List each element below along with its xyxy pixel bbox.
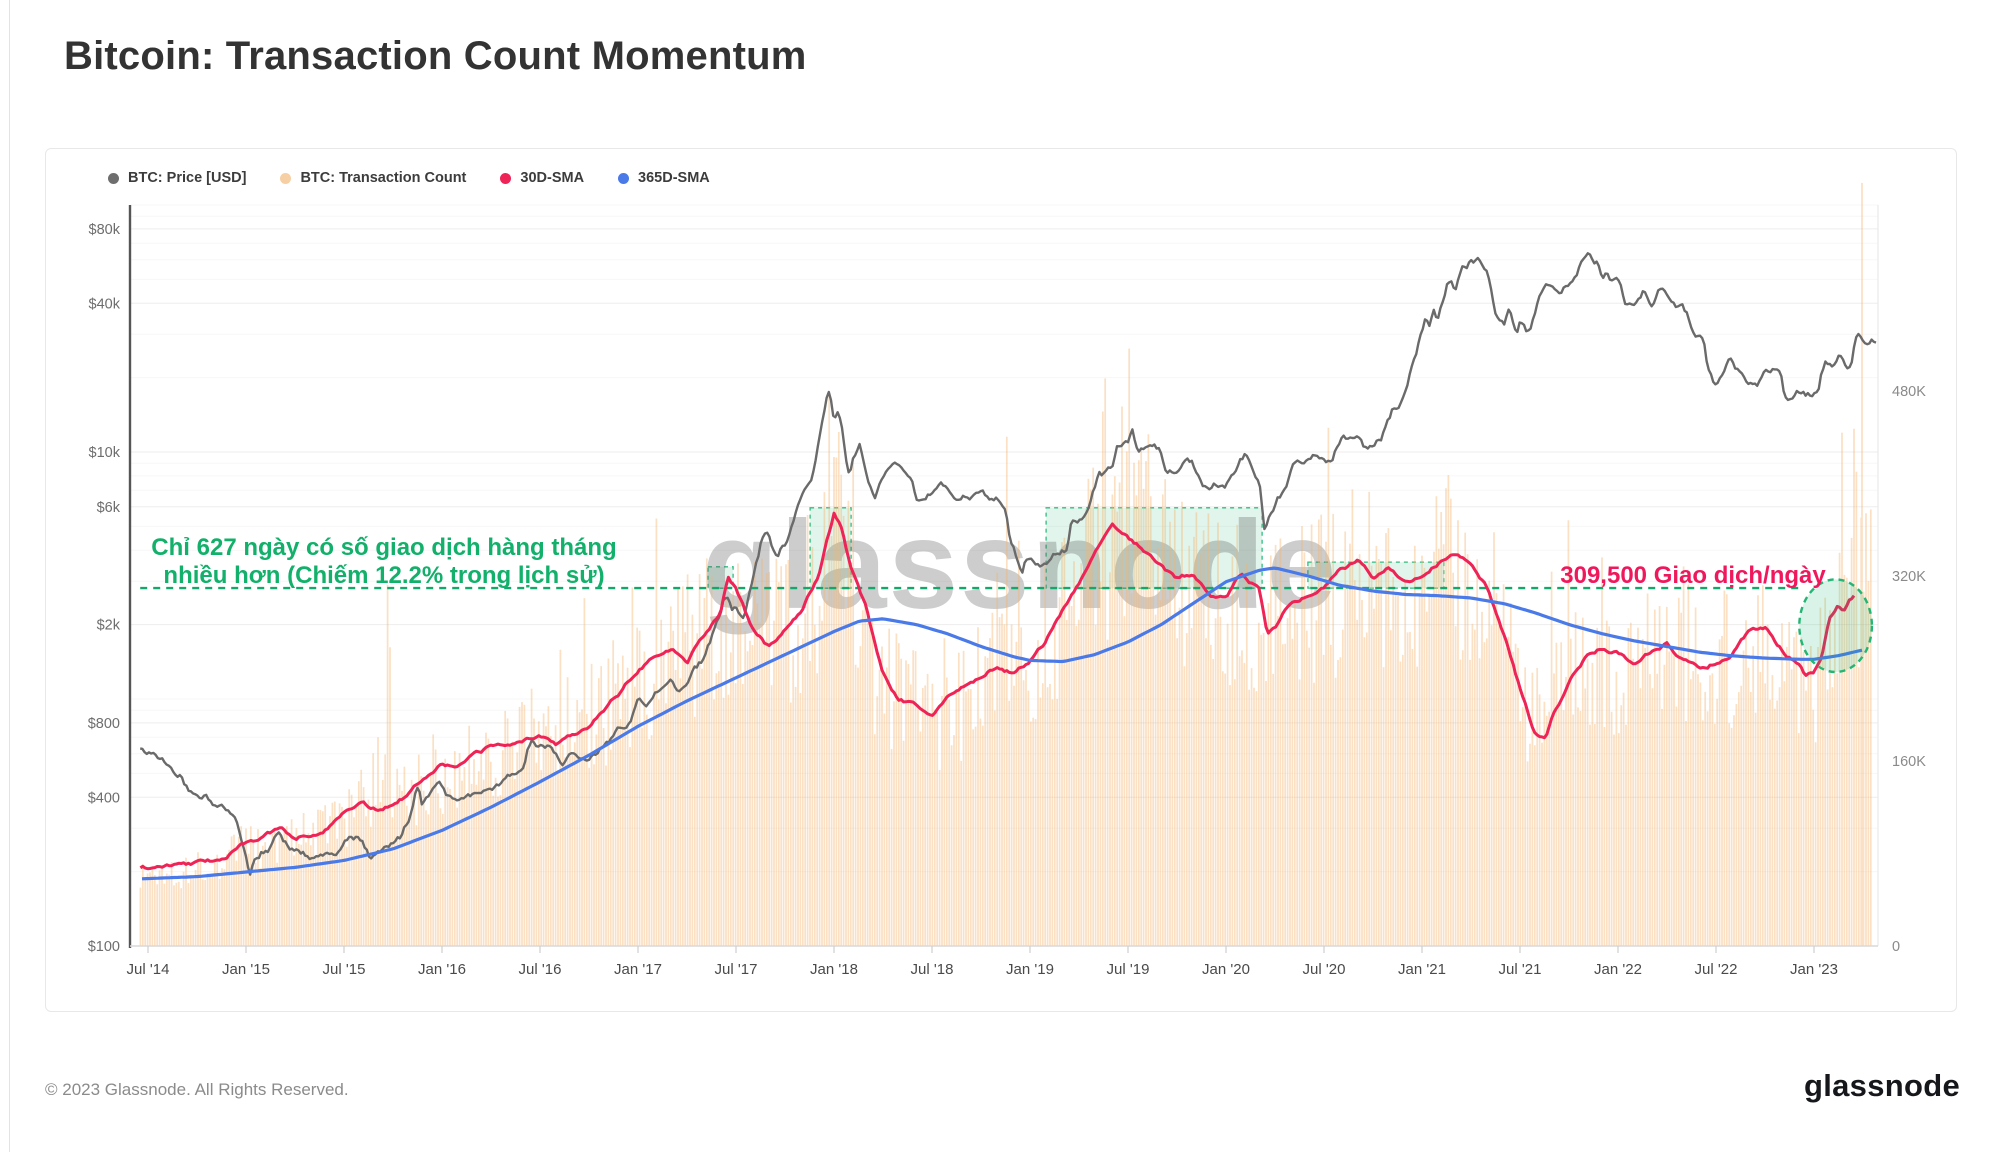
svg-text:Jan '16: Jan '16 <box>418 961 466 978</box>
legend-label: 365D-SMA <box>638 170 710 186</box>
svg-text:Jan '23: Jan '23 <box>1790 961 1838 978</box>
svg-text:320K: 320K <box>1892 569 1926 585</box>
chart-card <box>45 148 1957 1012</box>
svg-text:$10k: $10k <box>89 445 121 461</box>
svg-text:Jul '22: Jul '22 <box>1695 961 1738 978</box>
svg-text:Jan '22: Jan '22 <box>1594 961 1642 978</box>
svg-text:Jul '14: Jul '14 <box>127 961 170 978</box>
svg-text:Jul '19: Jul '19 <box>1107 961 1150 978</box>
svg-text:Jul '20: Jul '20 <box>1303 961 1346 978</box>
svg-text:Jan '15: Jan '15 <box>222 961 270 978</box>
legend-item-365d-sma[interactable]: 365D-SMA <box>618 170 710 186</box>
svg-text:Jul '15: Jul '15 <box>323 961 366 978</box>
svg-text:Jul '16: Jul '16 <box>519 961 562 978</box>
svg-text:Jan '17: Jan '17 <box>614 961 662 978</box>
legend-item-30d-sma[interactable]: 30D-SMA <box>500 170 584 186</box>
legend-label: BTC: Price [USD] <box>128 170 247 186</box>
legend-item-transaction-count[interactable]: BTC: Transaction Count <box>280 170 466 186</box>
svg-text:$2k: $2k <box>97 618 121 634</box>
svg-text:$100: $100 <box>88 939 120 955</box>
svg-text:$40k: $40k <box>89 296 121 312</box>
svg-text:0: 0 <box>1892 939 1900 955</box>
annotation-green-line1: Chỉ 627 ngày có số giao dịch hàng tháng <box>151 534 617 561</box>
svg-text:$6k: $6k <box>97 500 121 516</box>
page-left-divider <box>9 0 10 1152</box>
footer-copyright: © 2023 Glassnode. All Rights Reserved. <box>45 1080 349 1099</box>
legend-dot-price-icon <box>108 172 119 184</box>
page-title: Bitcoin: Transaction Count Momentum <box>64 34 807 78</box>
glassnode-logo[interactable]: glassnode <box>1803 1068 1960 1103</box>
annotation-red-text: 309,500 Giao dịch/ngày <box>1560 562 1826 589</box>
svg-text:Jul '17: Jul '17 <box>715 961 758 978</box>
legend-label: BTC: Transaction Count <box>300 170 467 186</box>
legend-dot-transaction-count-icon <box>280 172 292 184</box>
annotation-green-line2: nhiều hơn (Chiếm 12.2% trong lịch sử) <box>163 562 605 589</box>
svg-text:Jan '21: Jan '21 <box>1398 961 1446 978</box>
legend-item-btc-price[interactable]: BTC: Price [USD] <box>108 170 246 186</box>
chart-legend: BTC: Price [USD] BTC: Transaction Count … <box>108 166 710 190</box>
svg-text:480K: 480K <box>1892 384 1926 400</box>
annotation-red-note: 309,500 Giao dịch/ngày <box>1528 562 1858 590</box>
svg-text:$80k: $80k <box>89 222 121 238</box>
svg-text:Jul '18: Jul '18 <box>911 961 954 978</box>
legend-dot-365d-sma-icon <box>618 172 630 184</box>
svg-text:Jan '18: Jan '18 <box>810 961 858 978</box>
svg-text:Jan '19: Jan '19 <box>1006 961 1054 978</box>
svg-text:$800: $800 <box>88 716 120 732</box>
legend-dot-30d-sma-icon <box>500 172 512 184</box>
svg-text:Jan '20: Jan '20 <box>1202 961 1250 978</box>
svg-text:$400: $400 <box>88 790 120 806</box>
annotation-green-note: Chỉ 627 ngày có số giao dịch hàng tháng … <box>148 534 620 590</box>
svg-text:160K: 160K <box>1892 754 1926 770</box>
svg-text:Jul '21: Jul '21 <box>1499 961 1542 978</box>
legend-label: 30D-SMA <box>520 170 585 186</box>
